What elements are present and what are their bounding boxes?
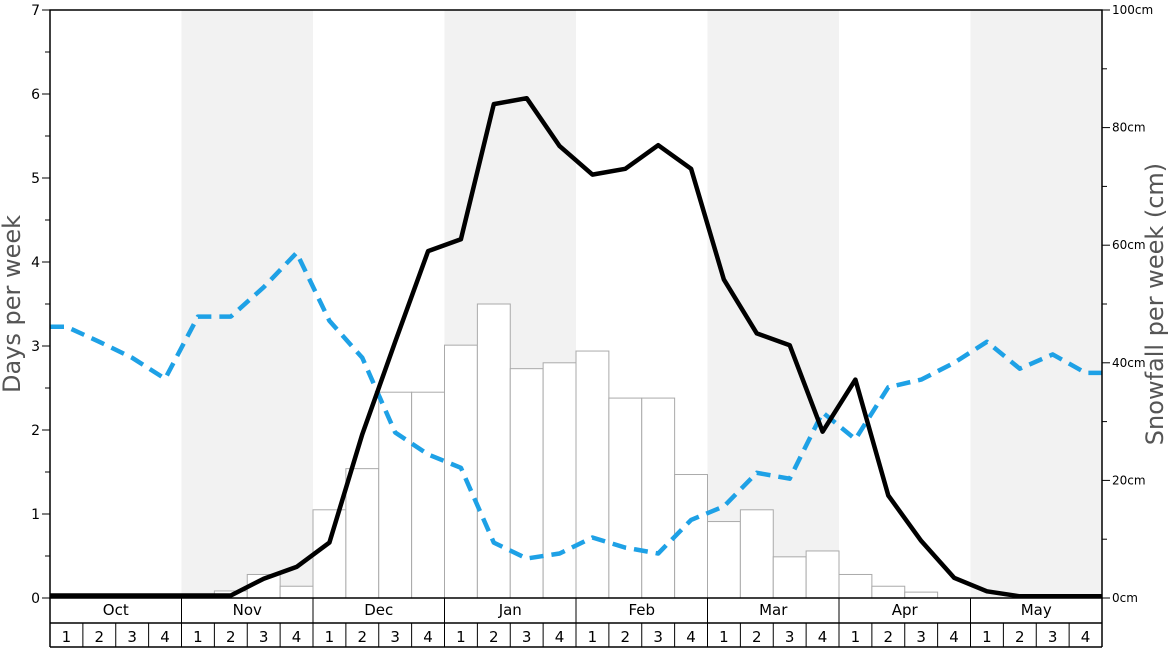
snowfall-bar [739, 509, 774, 599]
month-label: Mar [759, 601, 788, 619]
week-label: 1 [193, 628, 203, 646]
week-label: 4 [160, 628, 170, 646]
week-label: 4 [949, 628, 959, 646]
week-label: 1 [325, 628, 335, 646]
week-label: 2 [489, 628, 499, 646]
snowfall-bar [542, 362, 577, 599]
right-tick-label: 20cm [1112, 473, 1146, 487]
week-label: 4 [555, 628, 565, 646]
week-label: 2 [1015, 628, 1025, 646]
right-y-axis: 0cm 20cm 40cm 60cm 80cm 100cm [1102, 3, 1153, 605]
snowfall-bar [575, 350, 610, 599]
y-right-axis-title: Snowfall per week (cm) [1141, 163, 1168, 445]
week-label: 2 [95, 628, 105, 646]
snowfall-bar [641, 397, 676, 599]
right-tick-label: 80cm [1112, 121, 1146, 135]
month-label: May [1021, 601, 1052, 619]
week-label: 3 [127, 628, 137, 646]
data-lines [50, 95, 1102, 599]
left-tick-label: 3 [31, 339, 40, 355]
snowfall-bar [509, 368, 544, 599]
week-label: 3 [653, 628, 663, 646]
week-label: 4 [818, 628, 828, 646]
week-label: 4 [1081, 628, 1091, 646]
snowfall-bar [476, 303, 511, 599]
week-label: 2 [752, 628, 762, 646]
other-days-line [50, 250, 1102, 561]
left-tick-label: 7 [31, 3, 40, 19]
week-label: 3 [259, 628, 269, 646]
week-label: 2 [621, 628, 631, 646]
week-label: 4 [686, 628, 696, 646]
left-tick-label: 2 [31, 423, 40, 439]
week-label: 1 [62, 628, 72, 646]
snowfall-bar [707, 521, 741, 599]
snowfall-bar [312, 509, 347, 599]
week-label: 2 [884, 628, 894, 646]
week-label: 3 [522, 628, 532, 646]
left-tick-label: 1 [31, 507, 40, 523]
week-label: 1 [456, 628, 466, 646]
snowfall-bar [345, 468, 380, 599]
week-label: 2 [226, 628, 236, 646]
snowfall-bar [279, 585, 314, 599]
snowfall-bar [838, 573, 873, 599]
month-label: Nov [233, 601, 262, 619]
right-tick-label: 60cm [1112, 238, 1146, 252]
x-axis-months-weeks: Oct 1 2 3 4 Nov 1 2 3 4 Dec 1 2 3 4 Jan 1 2 3 4 Feb 1 2 3 4 Mar 1 2… [49, 598, 1103, 648]
snowfall-bar [378, 391, 413, 599]
snowfall-bar [444, 344, 478, 599]
right-tick-label: 40cm [1112, 356, 1146, 370]
snowfall-bar [411, 391, 445, 599]
week-label: 3 [390, 628, 400, 646]
month-shade-may [970, 10, 1102, 598]
y-left-axis-title: Days per week [0, 215, 26, 393]
week-label: 3 [1048, 628, 1058, 646]
month-label: Jan [498, 601, 522, 619]
month-label: Feb [628, 601, 655, 619]
left-tick-label: 4 [31, 255, 40, 271]
week-label: 1 [982, 628, 992, 646]
right-tick-label: 0cm [1112, 591, 1138, 605]
week-label: 2 [358, 628, 368, 646]
snowfall-bar [608, 397, 643, 599]
snowfall-bar [772, 556, 807, 599]
week-label: 3 [785, 628, 795, 646]
month-label: Dec [364, 601, 393, 619]
month-label: Apr [892, 601, 919, 619]
week-label: 1 [851, 628, 861, 646]
snowfall-bar [904, 591, 939, 599]
left-tick-label: 6 [31, 87, 40, 103]
snow-days-line [50, 95, 1102, 599]
snowfall-bar [805, 550, 840, 599]
left-y-axis: 0 1 2 3 4 5 6 7 [31, 3, 50, 607]
snowfall-bar [674, 474, 708, 599]
left-tick-label: 0 [31, 591, 40, 607]
left-tick-label: 5 [31, 171, 40, 187]
week-label: 4 [423, 628, 433, 646]
snowfall-bars [213, 303, 939, 599]
week-label: 3 [916, 628, 926, 646]
week-label: 1 [719, 628, 729, 646]
month-label: Oct [103, 601, 129, 619]
snowfall-bar [871, 585, 906, 599]
right-tick-label: 100cm [1112, 3, 1153, 17]
week-label: 1 [588, 628, 598, 646]
week-label: 4 [292, 628, 302, 646]
